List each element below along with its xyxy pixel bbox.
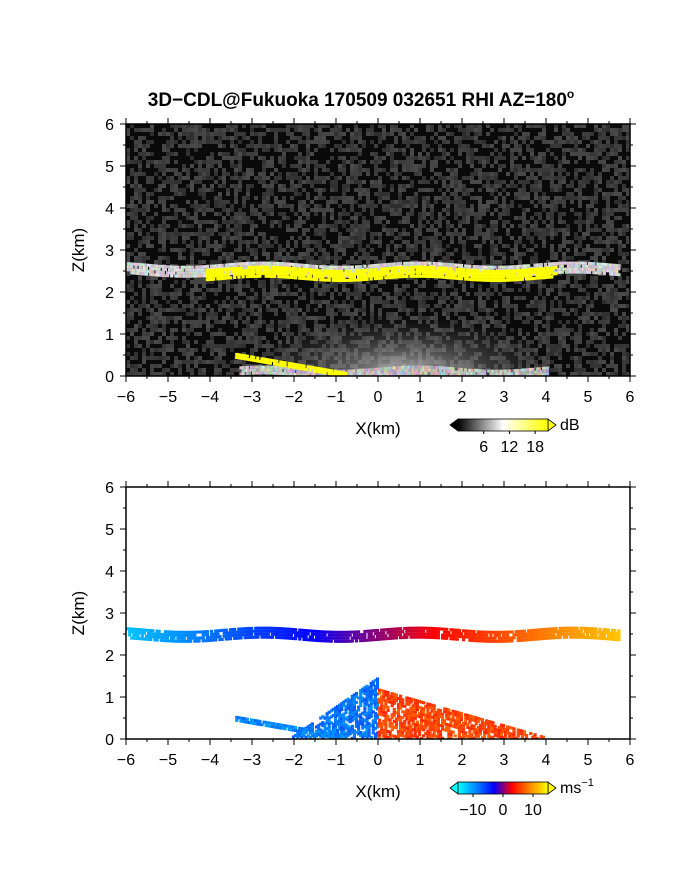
title-text: 3D−CDL@Fukuoka 170509 032651 RHI AZ=180: [148, 90, 567, 111]
x-tick-label: 6: [626, 389, 635, 406]
figure-title: 3D−CDL@Fukuoka 170509 032651 RHI AZ=180o: [148, 87, 575, 111]
y-tick-label: 4: [105, 564, 114, 581]
x-tick-label: 4: [542, 752, 551, 769]
colorbar: [457, 418, 549, 432]
receding-core: [378, 688, 545, 739]
x-tick-label: 0: [374, 389, 383, 406]
colorbar-high-arrow: [547, 781, 557, 795]
colorbar-tick-label: −10: [459, 802, 486, 819]
background-noise: [126, 124, 630, 376]
y-tick-label: 0: [105, 732, 114, 749]
y-tick-label: 1: [105, 327, 114, 344]
x-axis-label: X(km): [355, 419, 400, 438]
y-tick-label: 5: [105, 159, 114, 176]
y-axis-label: Z(km): [69, 591, 88, 635]
colorbar-tick-label: 18: [526, 439, 544, 456]
x-tick-label: 4: [542, 389, 551, 406]
colorbar-tick-label: 10: [524, 802, 542, 819]
x-tick-label: −1: [327, 752, 345, 769]
x-tick-label: 3: [500, 752, 509, 769]
y-tick-label: 4: [105, 201, 114, 218]
x-tick-label: −2: [285, 752, 303, 769]
y-tick-label: 6: [105, 117, 114, 134]
colorbar-label: dB: [560, 417, 580, 434]
diffuse-cloud: [268, 306, 538, 376]
x-tick-label: −6: [117, 752, 135, 769]
colorbar-low-arrow: [449, 781, 459, 795]
x-tick-label: 2: [458, 389, 467, 406]
y-tick-label: 3: [105, 243, 114, 260]
approaching-core: [291, 677, 380, 739]
x-tick-label: −3: [243, 752, 261, 769]
slant-echo: [235, 715, 348, 739]
x-tick-label: 1: [416, 389, 425, 406]
y-tick-label: 0: [105, 369, 114, 386]
x-tick-label: 2: [458, 752, 467, 769]
x-axis-label: X(km): [355, 782, 400, 801]
x-tick-label: −3: [243, 389, 261, 406]
y-tick-label: 5: [105, 522, 114, 539]
x-tick-label: −5: [159, 752, 177, 769]
y-axis-label: Z(km): [69, 228, 88, 272]
plot-area: [126, 124, 630, 376]
y-tick-label: 2: [105, 648, 114, 665]
colorbar-tick-label: 12: [501, 439, 519, 456]
x-tick-label: 1: [416, 752, 425, 769]
velocity-panel: −6 −5 −4 −3 −2 −1 0 1 2 3 4 5 60123456X(km)Z(km)ms−1…: [69, 480, 636, 819]
x-tick-label: 3: [500, 389, 509, 406]
x-tick-label: −4: [201, 389, 219, 406]
colorbar-tick-label: 0: [499, 802, 508, 819]
x-tick-label: −5: [159, 389, 177, 406]
y-tick-label: 6: [105, 480, 114, 497]
cloud-layer: [126, 626, 621, 643]
x-tick-label: 5: [584, 389, 593, 406]
x-tick-label: 0: [374, 752, 383, 769]
colorbar-label: ms−1: [560, 777, 594, 797]
colorbar-label-exponent: −1: [581, 777, 594, 789]
y-tick-label: 3: [105, 606, 114, 623]
title-degree: o: [567, 87, 574, 101]
colorbar-high-arrow: [547, 418, 557, 432]
x-tick-label: −4: [201, 752, 219, 769]
colorbar-tick-label: 6: [479, 439, 488, 456]
x-tick-label: −6: [117, 389, 135, 406]
colorbar: [457, 781, 549, 795]
x-tick-label: 5: [584, 752, 593, 769]
y-tick-label: 1: [105, 690, 114, 707]
near-ground-echo: [239, 365, 550, 376]
x-tick-label: −1: [327, 389, 345, 406]
plot-background: [126, 487, 630, 739]
plot-area: [126, 487, 630, 739]
strong-echo: [205, 265, 558, 282]
x-tick-label: −2: [285, 389, 303, 406]
x-tick-label: 6: [626, 752, 635, 769]
y-tick-label: 2: [105, 285, 114, 302]
colorbar-low-arrow: [449, 418, 459, 432]
slant-echo: [235, 352, 348, 376]
